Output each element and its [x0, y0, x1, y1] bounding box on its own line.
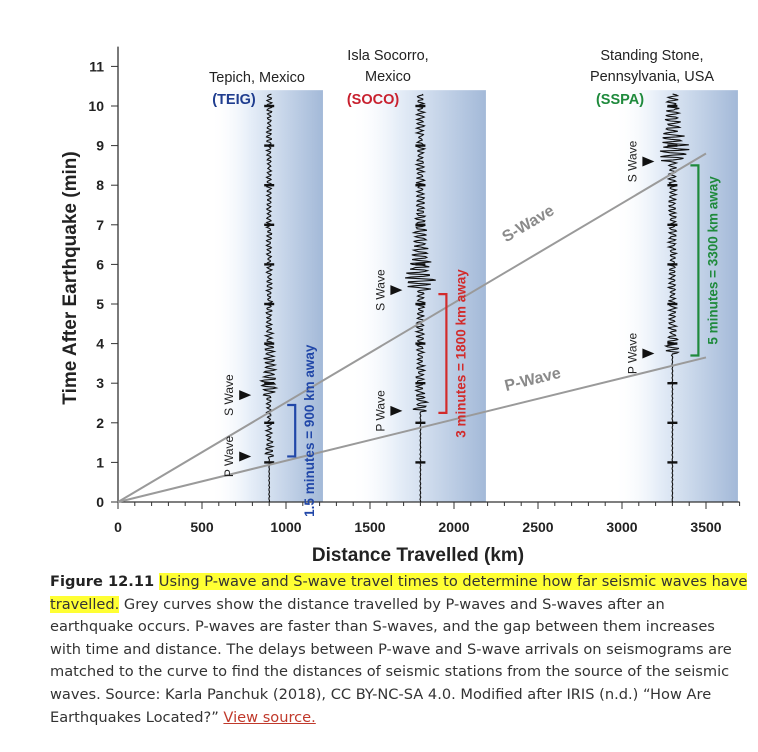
y-tick-label: 7 [96, 217, 104, 233]
y-tick-label: 11 [89, 58, 104, 74]
arrival-gap-bracket [438, 293, 448, 414]
station-name: Mexico [365, 69, 411, 85]
s-arrival-marker [642, 156, 655, 167]
arrival-gap-bracket [690, 164, 700, 357]
s-wave-curve [117, 152, 707, 503]
arrival-gap-bracket [287, 403, 297, 458]
x-tick-label: 1000 [270, 519, 301, 535]
station-0: Tepich, Mexico (TEIG) P Wave S Wave 1.5 minu… [209, 70, 317, 517]
station-code: (TEIG) [212, 92, 256, 108]
station-code: (SOCO) [347, 92, 400, 108]
p-wave-label: P-Wave [503, 365, 563, 395]
caption-highlight-text: Using P-wave and S-wave travel times to … [50, 573, 748, 613]
s-wave-label: S-Wave [499, 202, 557, 246]
station-code: (SSPA) [596, 92, 644, 108]
x-tick-label: 500 [190, 519, 214, 535]
p-arrival-marker [642, 348, 655, 359]
s-wave-station-label: S Wave [373, 269, 387, 311]
x-tick-label: 2000 [438, 519, 469, 535]
y-tick-label: 2 [96, 415, 104, 431]
figure-caption: Figure 12.11 Using P-wave and S-wave tra… [50, 571, 750, 729]
p-arrival-marker [390, 405, 403, 416]
x-tick-label: 0 [114, 519, 122, 535]
y-tick-label: 6 [96, 256, 104, 272]
arrival-gap-label: 1.5 minutes = 900 km away [302, 344, 317, 517]
y-tick-label: 4 [96, 336, 104, 352]
p-wave-curve [117, 356, 707, 503]
y-tick-label: 1 [96, 454, 104, 470]
y-tick-label: 10 [88, 98, 104, 114]
caption-body: Grey curves show the distance travelled … [50, 595, 732, 726]
seismogram-2 [659, 93, 690, 503]
station-1: Isla Socorro, Mexico (SOCO) P Wave S Wave 3 m… [347, 48, 469, 438]
y-tick-label: 8 [96, 177, 104, 193]
s-wave-station-label: S Wave [222, 374, 236, 416]
view-source-link[interactable]: View source. [223, 708, 316, 726]
x-tick-label: 1500 [354, 519, 385, 535]
p-wave-station-label: P Wave [222, 435, 236, 477]
arrival-gap-label: 3 minutes = 1800 km away [453, 269, 468, 438]
x-tick-label: 3000 [606, 519, 637, 535]
p-wave-station-label: P Wave [373, 390, 387, 432]
seismogram-0 [259, 93, 279, 503]
arrival-gap-label: 5 minutes = 3300 km away [705, 176, 720, 345]
y-tick-label: 0 [96, 494, 104, 510]
s-wave-station-label: S Wave [625, 140, 639, 182]
p-arrival-marker [239, 451, 252, 462]
y-axis-title: Time After Earthquake (min) [60, 151, 81, 404]
station-2: Standing Stone, Pennsylvania, USA (SSPA) P … [590, 48, 720, 374]
seismic-travel-time-chart: 0 500 1000 1500 2000 2500 3000 3500 0 1 2 3 4 5 6 7 8 9 10… [60, 46, 741, 566]
y-tick-label: 3 [96, 375, 104, 391]
figure-label: Figure 12.11 [50, 573, 155, 590]
s-arrival-marker [239, 390, 252, 401]
station-band-2 [613, 90, 738, 502]
p-wave-station-label: P Wave [625, 333, 639, 375]
station-name: Tepich, Mexico [209, 70, 305, 86]
station-band-0 [210, 90, 323, 502]
x-tick-label: 3500 [690, 519, 721, 535]
y-tick-label: 5 [96, 296, 104, 312]
y-tick-label: 9 [96, 138, 104, 154]
x-tick-label: 2500 [522, 519, 553, 535]
station-name: Standing Stone, [600, 48, 703, 64]
x-axis-title: Distance Travelled (km) [312, 545, 524, 566]
station-name: Pennsylvania, USA [590, 69, 714, 85]
station-name: Isla Socorro, [347, 48, 428, 64]
seismogram-1 [405, 93, 436, 503]
s-arrival-marker [390, 285, 403, 296]
